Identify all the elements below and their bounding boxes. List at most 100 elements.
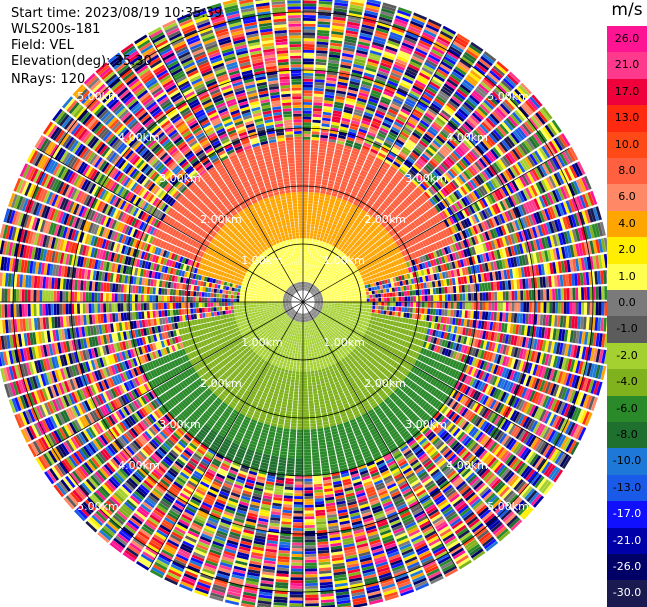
range-gate — [305, 258, 308, 262]
range-gate — [387, 297, 390, 302]
range-gate — [412, 15, 426, 23]
range-gate — [435, 95, 447, 104]
range-gate — [345, 252, 350, 257]
range-gate — [380, 180, 388, 187]
range-gate — [325, 191, 332, 196]
range-gate — [363, 72, 375, 79]
range-gate — [454, 131, 464, 141]
range-gate — [317, 32, 330, 37]
range-gate — [332, 190, 338, 195]
range-gate — [362, 145, 371, 151]
range-gate — [601, 302, 605, 316]
range-gate — [470, 41, 484, 52]
range-gate — [379, 285, 383, 290]
range-gate — [380, 310, 384, 315]
range-gate — [331, 255, 335, 260]
range-gate — [303, 73, 314, 76]
range-gate — [430, 142, 440, 151]
range-gate — [313, 230, 318, 234]
range-gate — [333, 8, 348, 13]
range-gate — [303, 32, 316, 36]
range-gate — [360, 86, 371, 92]
range-gate — [416, 45, 429, 53]
range-gate — [316, 234, 321, 238]
range-gate — [387, 196, 394, 203]
range-gate — [362, 311, 366, 315]
range-gate — [338, 73, 350, 78]
range-gate — [350, 1, 365, 7]
range-gate — [313, 93, 324, 98]
range-gate — [444, 309, 448, 317]
range-gate — [346, 304, 350, 307]
range-gate — [313, 289, 316, 293]
range-gate — [427, 162, 436, 170]
range-gate — [307, 273, 309, 277]
range-gate — [432, 308, 437, 315]
range-gate — [388, 288, 393, 293]
range-gate — [303, 15, 316, 19]
range-gate — [356, 217, 362, 222]
range-gate — [397, 87, 408, 95]
range-gate — [339, 70, 351, 75]
range-gate — [314, 79, 325, 83]
range-gate — [428, 18, 442, 28]
range-gate — [374, 220, 381, 226]
range-gate — [456, 293, 460, 301]
range-gate — [563, 302, 567, 314]
range-gate — [349, 196, 355, 201]
range-gate — [384, 139, 394, 146]
range-gate — [358, 214, 364, 220]
range-gate — [311, 280, 314, 284]
range-gate — [384, 88, 395, 95]
range-gate — [303, 177, 309, 181]
range-gate — [359, 222, 365, 228]
range-gate — [328, 222, 333, 226]
range-gate — [456, 110, 467, 120]
range-gate — [400, 312, 404, 318]
range-gate — [392, 66, 404, 74]
range-gate — [391, 163, 400, 170]
range-gate — [326, 212, 331, 217]
range-gate — [326, 237, 331, 241]
range-gate — [359, 0, 365, 1]
range-gate — [339, 263, 344, 267]
range-gate — [381, 191, 388, 198]
range-gate — [318, 240, 323, 244]
range-gate — [342, 293, 346, 296]
range-gate — [348, 10, 363, 16]
range-gate — [313, 260, 317, 264]
range-gate — [307, 221, 311, 225]
range-gate — [347, 198, 354, 204]
range-gate — [351, 172, 359, 178]
range-gate — [388, 131, 398, 139]
range-gate — [422, 135, 432, 144]
range-gate — [436, 294, 440, 301]
range-gate — [334, 303, 338, 306]
range-gate — [347, 89, 358, 95]
range-gate — [323, 100, 334, 105]
range-gate — [337, 246, 342, 251]
range-gate — [352, 296, 355, 300]
range-gate — [475, 108, 487, 119]
range-gate — [328, 264, 332, 268]
range-gate — [330, 245, 335, 249]
range-gate — [403, 74, 415, 82]
range-gate — [359, 201, 366, 207]
range-gate — [331, 192, 338, 197]
range-gate — [444, 286, 448, 294]
range-gate — [303, 258, 305, 262]
range-gate — [371, 89, 382, 96]
range-gate — [336, 263, 340, 267]
range-gate — [346, 214, 352, 219]
range-gate — [398, 133, 408, 141]
range-gate — [319, 222, 324, 227]
range-gate — [322, 179, 328, 183]
range-gate — [352, 285, 356, 289]
range-gate — [330, 124, 340, 129]
range-gate — [401, 42, 415, 50]
range-gate — [354, 310, 358, 313]
range-gate — [320, 266, 323, 270]
range-gate — [388, 37, 401, 45]
range-gate — [454, 148, 464, 158]
range-gate — [347, 314, 351, 317]
